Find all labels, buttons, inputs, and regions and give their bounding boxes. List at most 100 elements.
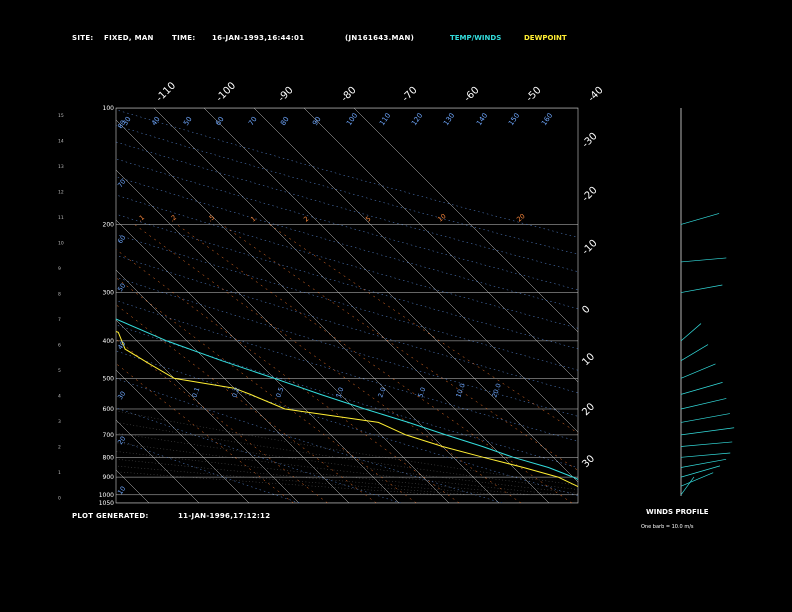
moist-adiabat — [116, 442, 561, 495]
dry-adiabat-side-label: 60 — [116, 234, 127, 245]
isotherm-line — [116, 369, 250, 503]
grid-layer — [0, 108, 578, 503]
height-km-label: 11 — [58, 215, 64, 221]
temperature-top-label: -110 — [154, 80, 178, 104]
dry-adiabat-label: 120 — [410, 112, 424, 128]
isotherm-line — [0, 108, 49, 503]
temperature-top-label: -70 — [400, 85, 419, 104]
pressure-tick-label: 700 — [103, 432, 115, 439]
height-km-label: 3 — [58, 419, 61, 425]
temperature-right-label: -30 — [580, 131, 599, 150]
mixing-ratio-line — [134, 224, 522, 503]
dry-adiabat-label: 50 — [182, 115, 194, 127]
site-value: FIXED, MAN — [104, 34, 154, 42]
lower-mixing-label: 10.0 — [454, 382, 466, 398]
mixing-ratio-line — [221, 224, 578, 471]
wind-barb — [680, 344, 709, 361]
isotherm-line — [116, 169, 450, 503]
isotherm-line — [116, 419, 200, 503]
isotherm-line — [116, 319, 300, 503]
wind-barb — [680, 452, 731, 458]
dry-adiabat-label: 40 — [150, 115, 162, 127]
pressure-tick-label: 500 — [103, 375, 115, 382]
mixing-ratio-label: .1 — [136, 213, 146, 223]
wind-barb — [680, 323, 702, 342]
isotherm-line — [116, 269, 350, 503]
wind-barb — [680, 363, 716, 379]
wind-barb — [680, 472, 714, 487]
dry-adiabat-label: 60 — [214, 115, 226, 127]
wind-barb — [680, 213, 720, 225]
dry-adiabat-label: 140 — [475, 112, 489, 128]
pressure-tick-label: 600 — [103, 406, 115, 413]
dry-adiabat — [116, 439, 300, 503]
height-km-label: 13 — [58, 164, 64, 170]
height-km-label: 1 — [58, 470, 61, 476]
dry-adiabat-label: 110 — [378, 112, 392, 128]
wind-barb — [680, 458, 727, 468]
wind-barb — [680, 284, 723, 293]
dry-adiabat-label: 100 — [345, 112, 359, 128]
dry-adiabat-side-label: 40 — [116, 340, 127, 351]
temperature-right-label: -20 — [580, 185, 599, 204]
temperature-top-label: -60 — [462, 85, 481, 104]
temperature-top-label: -50 — [524, 85, 543, 104]
temperature-right-label: 0 — [580, 304, 592, 316]
height-km-label: 7 — [58, 317, 61, 323]
isotherm-line — [253, 108, 578, 433]
height-km-label: 10 — [58, 241, 64, 247]
isotherm-line — [116, 219, 400, 503]
plot-generated-value: 11-JAN-1996,17:12:12 — [178, 512, 270, 520]
temperature-right-label: 20 — [580, 401, 597, 418]
site-label: SITE: — [72, 34, 94, 42]
temperature-top-label: -90 — [276, 85, 295, 104]
dry-adiabat-label: 70 — [247, 115, 259, 127]
pressure-tick-label: 300 — [103, 290, 115, 297]
mixing-ratio-label: 1 — [249, 215, 257, 224]
height-km-label: 4 — [58, 394, 61, 400]
mixing-ratio-line — [116, 338, 328, 503]
wind-barb — [680, 476, 695, 496]
lower-mixing-label: 0.5 — [274, 386, 285, 398]
mixing-ratio-line — [116, 304, 377, 503]
dry-adiabat — [116, 176, 578, 309]
dry-adiabat — [116, 125, 578, 255]
wind-barbs — [680, 213, 735, 496]
pressure-tick-label: 400 — [103, 338, 115, 345]
mixing-ratio-line — [176, 224, 573, 503]
winds-profile-title: WINDS PROFILE — [646, 508, 709, 516]
winds-profile-note: One barb = 10.0 m/s — [641, 524, 694, 530]
mixing-ratio-label: 2 — [302, 215, 310, 224]
height-km-label: 9 — [58, 266, 61, 272]
isotherm-line — [353, 108, 578, 333]
temperature-right-label: 30 — [580, 453, 597, 470]
file-id: (JN161643.MAN) — [345, 34, 414, 42]
temperature-top-label: -80 — [339, 85, 358, 104]
pressure-tick-label: 800 — [103, 454, 115, 461]
moist-adiabat — [116, 410, 578, 486]
plot-generated-label: PLOT GENERATED: — [72, 512, 149, 520]
lower-mixing-label: 0.2 — [230, 386, 241, 398]
isotherm-line — [153, 108, 550, 503]
time-label: TIME: — [172, 34, 195, 42]
lower-mixing-label: 5.0 — [416, 386, 427, 398]
lower-mixing-label: 1.0 — [334, 386, 345, 398]
mixing-ratio-label: 10 — [436, 212, 447, 223]
dry-adiabat-label: 150 — [507, 112, 521, 128]
dry-adiabat-label: 130 — [442, 112, 456, 128]
dry-adiabat-side-label: 70 — [116, 178, 127, 189]
dewpoint-profile — [116, 331, 578, 488]
data-layer — [116, 318, 578, 488]
temperature-profile — [116, 318, 578, 480]
pressure-tick-label: 100 — [103, 105, 115, 112]
moist-adiabat — [116, 422, 578, 490]
isotherm-line — [303, 108, 578, 383]
moist-adiabat — [116, 451, 531, 495]
dry-adiabat-side-label: 80 — [116, 119, 127, 130]
height-km-label: 8 — [58, 292, 61, 298]
pressure-tick-label: 1000 — [99, 492, 114, 499]
dry-adiabat — [116, 109, 578, 238]
temperature-top-label: -100 — [214, 80, 238, 104]
dry-adiabat — [116, 324, 578, 468]
